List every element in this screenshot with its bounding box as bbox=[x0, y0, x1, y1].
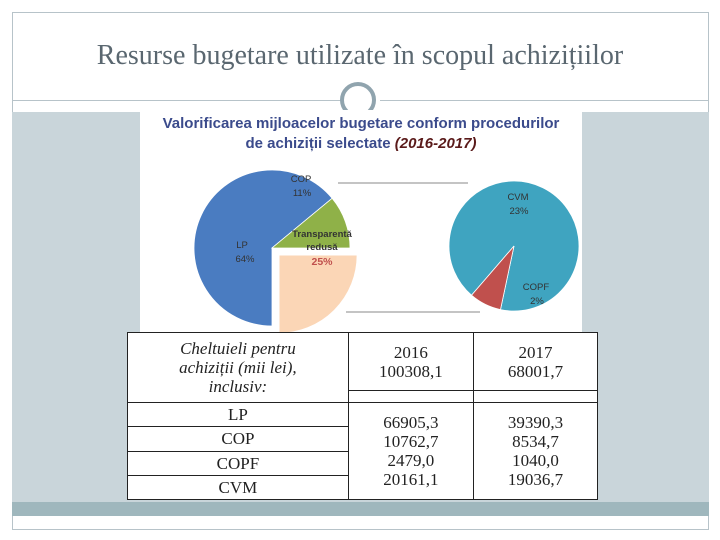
value-label-transparenta: 25% bbox=[311, 256, 333, 268]
value-label-cop: 11% bbox=[293, 188, 312, 199]
values-2017-cell: 39390,3 8534,7 1040,0 19036,7 bbox=[472, 402, 599, 500]
value-label-cvm: 23% bbox=[509, 206, 529, 217]
value-lp-2017: 39390,3 bbox=[507, 413, 564, 432]
label-transparenta-line1: Transparentă bbox=[292, 229, 352, 240]
year-2016-cell: 2016 100308,1 bbox=[347, 332, 474, 391]
pie-slice-lp bbox=[193, 169, 333, 327]
spacer-2017 bbox=[472, 390, 599, 403]
value-lp-2016: 66905,3 bbox=[383, 413, 439, 432]
table-row: COPF bbox=[127, 450, 598, 476]
year-2017: 2017 bbox=[518, 342, 553, 362]
row-label: COP bbox=[127, 426, 349, 452]
values-2016-cell: 66905,3 10762,7 2479,0 20161,1 bbox=[347, 402, 474, 500]
value-copf-2016: 2479,0 bbox=[387, 451, 435, 470]
pie-slice-copf bbox=[470, 245, 515, 311]
footer-band bbox=[12, 502, 709, 516]
label-cop: COP bbox=[291, 174, 312, 185]
label-lp: LP bbox=[236, 240, 248, 251]
pie-slice-cop bbox=[270, 197, 351, 249]
total-2017: 68001,7 bbox=[507, 361, 564, 381]
table-row: CVM bbox=[127, 474, 598, 501]
year-2017-cell: 2017 68001,7 bbox=[472, 332, 599, 391]
chart-title-years: (2016-2017) bbox=[394, 135, 477, 152]
table-row: LP 66905,3 10762,7 2479,0 20161,1 39390,… bbox=[127, 401, 599, 500]
label-copf: COPF bbox=[523, 282, 550, 293]
row-label: LP bbox=[127, 401, 349, 428]
value-copf-2017: 1040,0 bbox=[512, 451, 559, 470]
slide-title: Resurse bugetare utilizate în scopul ach… bbox=[96, 40, 624, 71]
title-divider-left bbox=[12, 100, 346, 101]
chart-title-line1: Valorificarea mijloacelor bugetare confo… bbox=[162, 115, 560, 132]
value-cop-2016: 10762,7 bbox=[383, 432, 439, 451]
value-cop-2017: 8534,7 bbox=[512, 432, 559, 451]
title-divider-right bbox=[380, 100, 709, 101]
row-label: COPF bbox=[127, 450, 349, 476]
spacer-2016 bbox=[347, 390, 474, 403]
header-label-line3: inclusiv: bbox=[208, 377, 268, 396]
value-cvm-2017: 19036,7 bbox=[507, 470, 564, 489]
value-label-copf: 2% bbox=[530, 296, 544, 307]
header-label-line1: Cheltuieli pentru bbox=[180, 339, 296, 358]
year-2016: 2016 bbox=[393, 342, 428, 362]
total-2016: 100308,1 bbox=[379, 361, 443, 381]
value-label-lp: 64% bbox=[235, 254, 255, 265]
label-cvm: CVM bbox=[507, 192, 528, 203]
chart-title: Valorificarea mijloacelor bugetare confo… bbox=[140, 114, 582, 154]
chart-title-line2: de achiziții selectate bbox=[245, 135, 391, 152]
table-header-label: Cheltuieli pentru achiziții (mii lei), i… bbox=[127, 332, 349, 403]
row-label: CVM bbox=[127, 474, 349, 501]
data-table: Cheltuieli pentru achiziții (mii lei), i… bbox=[127, 332, 599, 501]
header-label-line2: achiziții (mii lei), bbox=[179, 358, 297, 377]
table-row: COP bbox=[127, 426, 598, 452]
value-cvm-2016: 20161,1 bbox=[383, 470, 439, 489]
label-transparenta-line2: redusă bbox=[306, 242, 338, 253]
